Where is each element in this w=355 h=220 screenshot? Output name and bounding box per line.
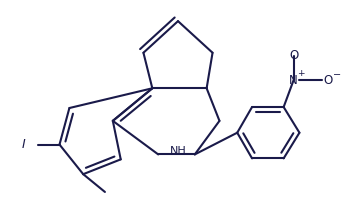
Text: NH: NH bbox=[170, 147, 186, 156]
Text: O: O bbox=[289, 49, 298, 62]
Text: O: O bbox=[323, 74, 333, 87]
Text: −: − bbox=[333, 70, 341, 81]
Text: I: I bbox=[22, 138, 26, 151]
Text: +: + bbox=[297, 69, 304, 78]
Text: N: N bbox=[289, 74, 298, 87]
